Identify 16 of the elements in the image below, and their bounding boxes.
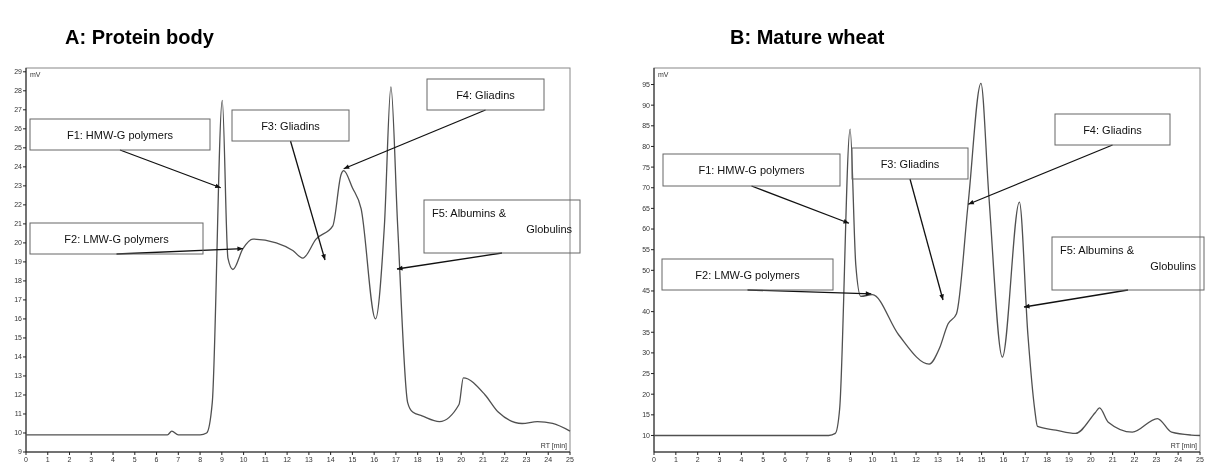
annotation: F1: HMW-G polymers xyxy=(698,164,806,176)
annotation: Globulins xyxy=(526,223,573,235)
annotation: F3: Gliadins xyxy=(880,157,940,170)
annotation: F2: LMW-G polymers xyxy=(64,232,170,245)
chart-title: A: Protein body xyxy=(65,26,215,48)
line-series xyxy=(653,82,1201,437)
annotation: F5: Albumins & xyxy=(1060,244,1135,256)
line-series xyxy=(25,86,571,436)
annotation: F4: Gliadins xyxy=(1083,123,1143,136)
annotation: F2: LMW-G polymers xyxy=(695,268,801,281)
chart-title: B: Mature wheat xyxy=(730,26,885,48)
annotation: F4: Gliadins xyxy=(456,88,516,101)
annotation: F5: Albumins & xyxy=(432,207,507,219)
annotation: F1: HMW-G polymers xyxy=(66,128,174,141)
annotation: Globulins xyxy=(1150,260,1197,272)
annotation: F3: Gliadins xyxy=(261,119,321,132)
